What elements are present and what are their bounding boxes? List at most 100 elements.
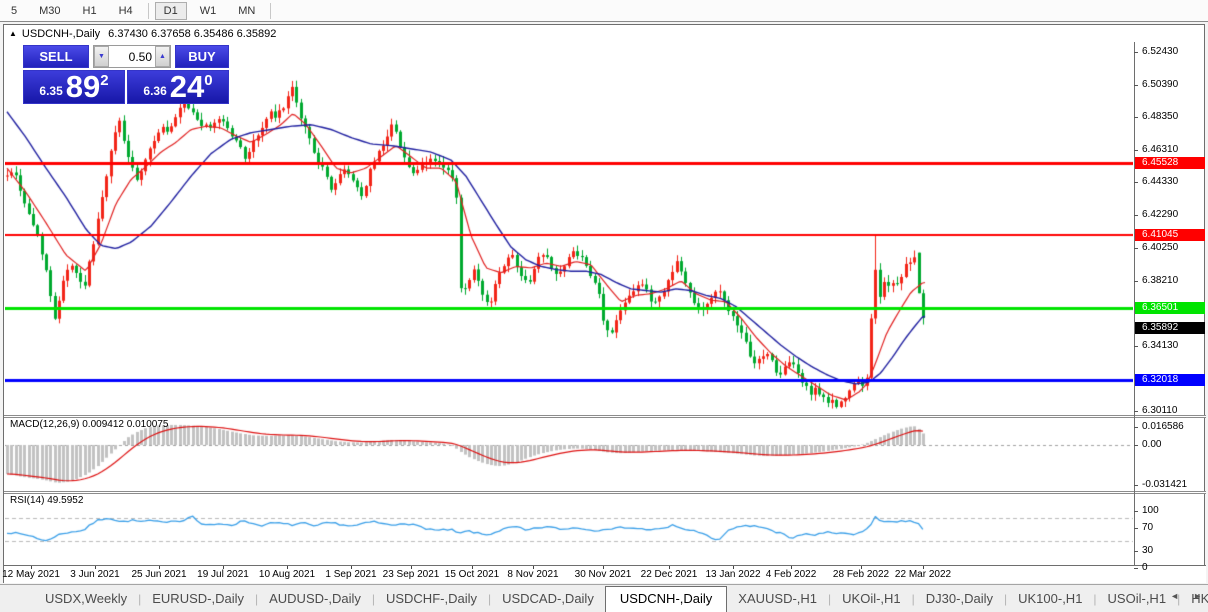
chart-ohlc-values: 6.37430 6.37658 6.35486 6.35892	[108, 27, 277, 40]
time-axis-label: 15 Oct 2021	[444, 569, 500, 580]
tab-audusddaily[interactable]: AUDUSD-,Daily	[269, 591, 361, 606]
tab-usoilh1[interactable]: USOil-,H1	[1107, 591, 1167, 606]
price-line-badge: 6.45528	[1135, 156, 1205, 169]
price-axis-label: 6.34130	[1142, 340, 1179, 352]
rsi-axis-tick	[1134, 568, 1138, 569]
macd-axis-tick	[1134, 485, 1138, 486]
tab-separator: |	[911, 591, 915, 606]
rsi-axis-tick	[1134, 551, 1138, 552]
time-axis[interactable]: 12 May 2021 3 Jun 2021 25 Jun 2021 19 Jul 2…	[2, 565, 1206, 583]
tab-separator: |	[254, 591, 259, 606]
rsi-axis-tick	[1134, 511, 1138, 512]
price-axis-tick	[1134, 150, 1138, 152]
time-axis-tick	[472, 566, 473, 569]
price-axis-label: 6.40250	[1142, 241, 1179, 253]
symbol-tab-bar: USDX,Weekly | EURUSD-,Daily | AUDUSD-,Daily |…	[0, 584, 1208, 612]
chart-window: ▲ USDCNH-,Daily 6.37430 6.37658 6.35486 …	[2, 24, 1206, 583]
price-axis-label: 6.44330	[1142, 176, 1179, 188]
time-axis-label: 12 May 2021	[2, 569, 60, 580]
tab-separator: |	[828, 591, 832, 606]
tab-separator: |	[1177, 591, 1181, 606]
rsi-indicator-canvas[interactable]	[5, 494, 1133, 564]
tab-xauusdh1[interactable]: XAUUSD-,H1	[738, 591, 818, 606]
timeframe-button-mn[interactable]: MN	[238, 4, 256, 17]
macd-axis-label: -0.031421	[1142, 479, 1188, 490]
tab-separator: |	[1093, 591, 1097, 606]
price-chart-canvas[interactable]	[5, 42, 1133, 415]
tab-hk50h1[interactable]: HK50-,H1	[1191, 591, 1208, 606]
tab-separator: |	[371, 591, 375, 606]
price-line-badge: 6.36501	[1135, 302, 1205, 315]
time-axis-tick	[923, 566, 924, 569]
time-axis-tick	[669, 566, 670, 569]
sell-price-pipette: 2	[100, 72, 109, 89]
tab-dj30daily[interactable]: DJ30-,Daily	[925, 591, 993, 606]
time-axis-label: 13 Jan 2022	[705, 569, 761, 580]
buy-price-big: 24	[169, 69, 205, 104]
rsi-axis-label: 70	[1142, 522, 1154, 533]
time-axis-tick	[791, 566, 792, 569]
price-axis-label: 6.52430	[1142, 45, 1179, 57]
macd-axis-label: 0.00	[1142, 439, 1162, 450]
tab-ukoilh1[interactable]: UKOil-,H1	[842, 591, 901, 606]
tab-usdchfdaily[interactable]: USDCHF-,Daily	[385, 591, 477, 606]
time-axis-tick	[159, 566, 160, 569]
tab-scroll-left-icon[interactable]: ◄	[1170, 591, 1180, 601]
tab-usdxweekly[interactable]: USDX,Weekly	[45, 591, 128, 606]
price-axis-tick	[1134, 117, 1138, 119]
time-axis-label: 30 Nov 2021	[574, 569, 632, 580]
tab-separator: |	[1003, 591, 1008, 606]
price-line-badge: 6.41045	[1135, 229, 1205, 242]
price-axis-label: 6.48350	[1142, 111, 1179, 123]
tab-separator: |	[487, 591, 492, 606]
sell-price-prefix: 6.35	[39, 84, 63, 98]
macd-indicator-canvas[interactable]	[5, 418, 1133, 491]
time-axis-tick	[603, 566, 604, 569]
sell-button[interactable]: SELL	[23, 45, 89, 68]
macd-axis-tick	[1134, 445, 1138, 446]
timeframe-button-m30[interactable]: M30	[39, 4, 61, 17]
price-axis-label: 6.30110	[1142, 405, 1178, 417]
price-axis-tick	[1134, 51, 1138, 53]
time-axis-tick	[287, 566, 288, 569]
buy-button[interactable]: BUY	[175, 45, 229, 68]
time-axis-label: 23 Sep 2021	[382, 569, 440, 580]
macd-axis-tick	[1134, 427, 1138, 428]
price-axis-tick	[1134, 280, 1138, 282]
tab-usdcaddaily[interactable]: USDCAD-,Daily	[502, 591, 594, 606]
tab-separator: |	[138, 591, 142, 606]
tab-usdcnhdaily[interactable]: USDCNH-,Daily	[604, 585, 728, 612]
time-axis-tick	[95, 566, 96, 569]
volume-input[interactable]	[109, 46, 155, 67]
panel-splitter[interactable]	[4, 491, 1206, 494]
time-axis-label: 1 Sep 2021	[325, 569, 377, 580]
timeframe-button-w1[interactable]: W1	[199, 4, 217, 17]
timeframe-button-d1[interactable]: D1	[154, 1, 187, 20]
sell-price-display[interactable]: 6.35 89 2	[23, 70, 125, 104]
price-line-badge: 6.32018	[1135, 374, 1205, 387]
time-axis-tick	[223, 566, 224, 569]
price-axis-label: 6.38210	[1142, 274, 1179, 286]
volume-stepper: ▼ ▲	[93, 45, 171, 68]
collapse-icon[interactable]: ▲	[9, 29, 17, 38]
timeframe-button-5[interactable]: 5	[11, 4, 18, 17]
buy-price-display[interactable]: 6.36 24 0	[127, 70, 229, 104]
tab-scroll-right-icon[interactable]: ►	[1193, 591, 1202, 601]
time-axis-label: 22 Dec 2021	[640, 569, 698, 580]
rsi-axis-tick	[1134, 528, 1138, 529]
chart-title-row: ▲ USDCNH-,Daily 6.37430 6.37658 6.35486 …	[4, 25, 1204, 42]
panel-splitter[interactable]	[4, 415, 1206, 418]
timeframe-button-h4[interactable]: H4	[118, 4, 133, 17]
rsi-label: RSI(14) 49.5952	[10, 495, 84, 506]
tab-uk100h1[interactable]: UK100-,H1	[1018, 591, 1083, 606]
tab-eurusddaily[interactable]: EURUSD-,Daily	[152, 591, 244, 606]
time-axis-label: 8 Nov 2021	[507, 569, 559, 580]
timeframe-button-h1[interactable]: H1	[82, 4, 97, 17]
one-click-trading-panel: SELL ▼ ▲ BUY 6.35 89 2 6.36 24 0	[23, 45, 229, 104]
time-axis-tick	[31, 566, 32, 569]
time-axis-label: 4 Feb 2022	[765, 569, 817, 580]
volume-decrease-icon[interactable]: ▼	[94, 46, 109, 67]
volume-increase-icon[interactable]: ▲	[155, 46, 170, 67]
macd-label: MACD(12,26,9) 0.009412 0.010075	[10, 419, 169, 430]
